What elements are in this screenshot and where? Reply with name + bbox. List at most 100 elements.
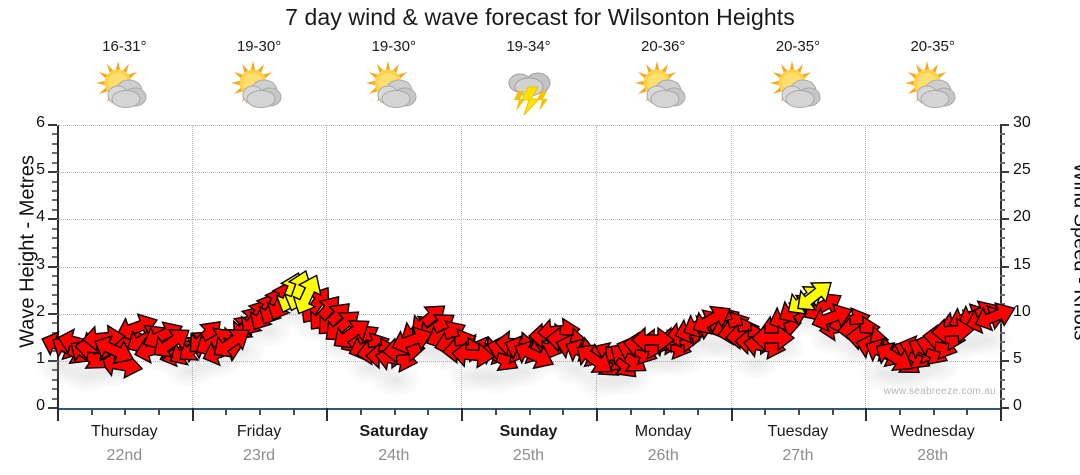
right-minor-tick	[1000, 190, 1005, 193]
day-number: 27th	[782, 447, 814, 464]
day-label-thursday: Thursday 22nd	[54, 423, 194, 465]
left-minor-tick	[52, 293, 57, 296]
day-temperature-range: 20-35°	[775, 38, 821, 55]
right-axis-tick-label: 15	[1013, 255, 1031, 273]
gridline-horizontal	[57, 172, 1000, 174]
left-minor-tick	[52, 133, 57, 136]
sun-behind-cloud-icon	[334, 59, 454, 117]
right-minor-tick	[1000, 237, 1005, 240]
x-axis-minor-tick	[225, 408, 228, 415]
wind-arrow	[685, 296, 741, 348]
x-axis-major-tick	[57, 408, 59, 421]
left-axis-tick-label: 5	[36, 161, 45, 179]
left-minor-tick	[52, 152, 57, 155]
left-minor-tick	[52, 161, 57, 164]
right-minor-tick	[1000, 274, 1005, 277]
day-number: 25th	[512, 447, 545, 464]
day-temperature-range: 16-31°	[102, 38, 147, 55]
right-minor-tick	[1000, 180, 1005, 183]
wind-arrow	[806, 296, 859, 344]
x-axis-minor-tick	[898, 408, 901, 415]
left-minor-tick	[52, 237, 57, 240]
right-axis-tick-label: 25	[1013, 161, 1031, 179]
x-axis-major-tick	[865, 408, 868, 421]
wind-arrow-highlight	[285, 268, 335, 323]
left-minor-tick	[52, 142, 57, 145]
sun-behind-cloud-icon	[873, 59, 993, 117]
day-label-tuesday: Tuesday 27th	[728, 423, 868, 465]
left-major-tick	[48, 171, 57, 174]
day-header-friday: 19-30°	[199, 38, 319, 117]
left-axis-tick-label: 2	[36, 302, 45, 320]
day-name: Monday	[634, 423, 692, 440]
left-major-tick	[48, 124, 57, 126]
left-minor-tick	[52, 378, 57, 381]
left-major-tick	[48, 407, 57, 409]
x-axis-major-tick	[191, 408, 194, 421]
x-axis-minor-tick	[528, 408, 531, 415]
right-axis-title: Wind Speed - Knots	[1069, 162, 1080, 341]
left-major-tick	[48, 265, 57, 268]
plot-area	[35, 125, 1016, 408]
x-axis-minor-tick	[629, 408, 632, 415]
sun-behind-cloud-icon	[635, 61, 686, 108]
day-label-wednesday: Wednesday 28th	[863, 423, 1003, 465]
day-header-saturday: 19-30°	[334, 38, 454, 117]
day-name: Thursday	[90, 423, 158, 440]
x-axis-minor-tick	[932, 408, 935, 415]
left-axis-tick-label: 4	[36, 208, 45, 226]
day-label-monday: Monday 26th	[593, 423, 733, 465]
day-temperature-range: 20-35°	[910, 38, 955, 55]
x-axis-minor-tick	[831, 408, 834, 415]
right-major-tick	[1000, 171, 1009, 174]
x-axis-minor-tick	[494, 408, 497, 415]
left-minor-tick	[52, 284, 57, 287]
day-name: Wednesday	[890, 423, 975, 440]
left-minor-tick	[52, 303, 57, 306]
day-number: 22nd	[106, 447, 143, 464]
gridline-vertical	[865, 125, 867, 408]
x-axis-major-tick	[461, 408, 464, 421]
right-axis-tick-label: 30	[1013, 114, 1031, 131]
day-temperature-range: 19-30°	[371, 38, 416, 55]
wind-arrow	[325, 308, 381, 362]
right-axis-tick-label: 10	[1013, 302, 1031, 320]
gridline-vertical	[461, 125, 463, 408]
wind-arrow	[145, 317, 201, 371]
wind-arrow	[386, 319, 439, 367]
wind-arrow	[930, 314, 976, 352]
thunderstorm-icon	[469, 59, 589, 117]
left-major-tick	[48, 218, 57, 221]
right-minor-tick	[1000, 208, 1005, 211]
x-axis-minor-tick	[393, 408, 396, 415]
right-major-tick	[1000, 359, 1009, 362]
x-axis-major-tick	[326, 408, 329, 421]
left-minor-tick	[52, 388, 57, 391]
right-minor-tick	[1000, 378, 1005, 381]
gridline-horizontal	[57, 219, 1000, 221]
sun-behind-cloud-icon	[64, 59, 184, 117]
right-minor-tick	[1000, 350, 1005, 353]
day-header-monday: 20-36°	[603, 38, 723, 117]
sun-behind-cloud-icon	[365, 61, 417, 108]
right-major-tick	[1000, 407, 1009, 409]
gridline-vertical	[595, 125, 597, 408]
right-axis-tick-label: 5	[1013, 349, 1022, 367]
left-axis-tick-label: 1	[11, 350, 45, 368]
wind-arrow	[505, 333, 560, 383]
day-temperature-range: 20-36°	[641, 38, 686, 55]
right-minor-tick	[1000, 256, 1005, 259]
x-axis-minor-tick	[427, 408, 430, 415]
x-axis-minor-tick	[259, 408, 262, 415]
left-major-tick	[48, 312, 57, 315]
day-number: 26th	[647, 447, 679, 464]
sun-behind-cloud-icon	[738, 59, 858, 117]
right-minor-tick	[1000, 331, 1005, 334]
wind-arrow	[865, 333, 921, 386]
day-name: Saturday	[359, 423, 429, 440]
right-minor-tick	[1000, 133, 1005, 136]
left-axis-tick-label: 0	[36, 397, 45, 414]
day-number: 28th	[917, 447, 949, 464]
day-name: Friday	[236, 423, 282, 440]
left-minor-tick	[52, 322, 57, 325]
